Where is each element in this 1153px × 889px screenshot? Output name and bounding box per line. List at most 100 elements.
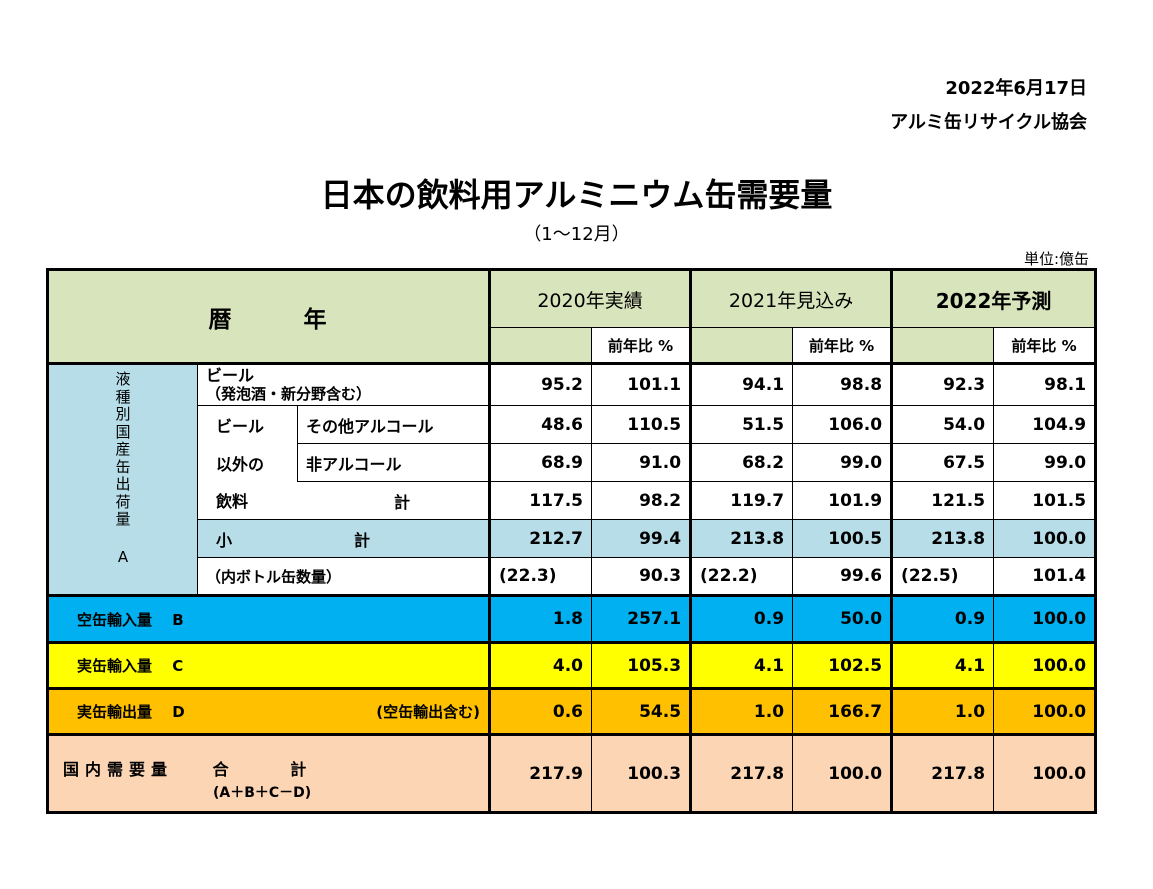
subtotal-label-1: 小 [197,519,298,558]
beer-2022-pct: 98.1 [993,362,1097,406]
pct-header-2020: 前年比 % [591,327,692,364]
table-row: 以外の 非アルコール 68.9 91.0 68.2 99.0 67.5 99.0 [48,443,1097,482]
import-empty-2022: 0.9 [890,594,995,643]
year-header-2022: 2022年予測 [890,269,1097,328]
non-alcohol-2020: 68.9 [488,443,593,482]
export-2021-pct: 166.7 [792,687,893,735]
year-label-cell: 暦年 [46,269,491,364]
year-header-2020: 2020年実績 [488,269,692,328]
side-label-char: 量 [115,510,131,528]
beer-2022: 92.3 [890,362,995,406]
side-label-char: 缶 [115,457,131,476]
other-alcohol-2022: 54.0 [890,405,995,444]
blank-header-2020 [488,327,593,364]
domestic-label-cell: 国内需要量 合 計 (A＋B＋C－D) [46,733,491,813]
nonbeer-total-2021: 119.7 [689,481,794,520]
nonbeer-total-2020-pct: 98.2 [591,481,692,520]
nonbeer-label-3: 飲料 [197,481,298,520]
domestic-2021: 217.8 [689,733,794,813]
import-empty-2020: 1.8 [488,594,593,643]
non-alcohol-2022-pct: 99.0 [993,443,1097,482]
export-label-cell: 実缶輸出量 D (空缶輸出含む) [46,687,491,735]
nonbeer-label-1: ビール [197,405,298,444]
other-alcohol-label: その他アルコール [296,405,491,444]
import-empty-label: 空缶輸入量 B [46,594,491,643]
import-full-2022-pct: 100.0 [993,641,1097,689]
table-row: 国内需要量 合 計 (A＋B＋C－D) 217.9 100.3 217.8 10… [46,733,1097,813]
table-row: 実缶輸入量 C 4.0 105.3 4.1 102.5 4.1 100.0 [46,641,1097,689]
subtotal-label-2: 計 [297,519,491,558]
table-row: ビール その他アルコール 48.6 110.5 51.5 106.0 54.0 … [48,405,1097,444]
table-row: （内ボトル缶数量） (22.3) 90.3 (22.2) 99.6 (22.5)… [48,557,1097,596]
beer-2020: 95.2 [488,362,593,406]
bottle-2020-pct: 90.3 [591,557,692,596]
beer-2021: 94.1 [689,362,794,406]
export-label: 実缶輸出量 D [77,703,185,721]
pct-header-2021: 前年比 % [792,327,893,364]
other-alcohol-2020: 48.6 [488,405,593,444]
non-alcohol-2021-pct: 99.0 [792,443,893,482]
export-2021: 1.0 [689,687,794,735]
subtotal-2021-pct: 100.5 [792,519,893,558]
period-subtitle: （1～12月） [523,224,630,245]
export-2022: 1.0 [890,687,995,735]
import-full-2021: 4.1 [689,641,794,689]
bottle-2020: (22.3) [488,557,593,596]
side-label-char: 種 [115,387,131,406]
other-alcohol-2022-pct: 104.9 [993,405,1097,444]
import-full-2022: 4.1 [890,641,995,689]
domestic-label-total-1: 合 [212,759,235,779]
import-full-2020: 4.0 [488,641,593,689]
table-row: 実缶輸出量 D (空缶輸出含む) 0.6 54.5 1.0 166.7 1.0 … [46,687,1097,735]
subtotal-2022-pct: 100.0 [993,519,1097,558]
domestic-2020-pct: 100.3 [591,733,692,813]
nonbeer-total-2020: 117.5 [488,481,593,520]
report-date: 2022年6月17日 [945,78,1087,99]
import-empty-2022-pct: 100.0 [993,594,1097,643]
header-row-years: 暦年 2020年実績 2021年見込み 2022年予測 [46,269,1097,364]
bottle-2022: (22.5) [890,557,995,596]
table-row: 空缶輸入量 B 1.8 257.1 0.9 50.0 0.9 100.0 [46,594,1097,643]
beer-label: ビール [206,366,255,385]
domestic-2022-pct: 100.0 [993,733,1097,813]
beer-2021-pct: 98.8 [792,362,893,406]
nonbeer-total-2022-pct: 101.5 [993,481,1097,520]
nonbeer-total-label: 計 [297,481,491,520]
subtotal-2022: 213.8 [890,519,995,558]
page-title: 日本の飲料用アルミニウム缶需要量 [320,176,833,214]
header-row-pct: 前年比 % 前年比 % 前年比 % [48,327,1097,364]
nonbeer-label-2: 以外の [197,443,298,482]
year-label-left: 暦 [208,306,234,333]
side-label-char: 産 [115,440,131,458]
domestic-2020: 217.9 [488,733,593,813]
other-alcohol-2021: 51.5 [689,405,794,444]
pct-header-2022: 前年比 % [993,327,1097,364]
bottle-label: （内ボトル缶数量） [196,557,491,596]
export-2020: 0.6 [488,687,593,735]
export-2020-pct: 54.5 [591,687,692,735]
side-label-char: 国 [115,422,131,441]
table-row: 飲料 計 117.5 98.2 119.7 101.9 121.5 101.5 [48,481,1097,520]
blank-header-2022 [890,327,995,364]
domestic-label: 国内需要量 [63,759,174,779]
non-alcohol-2020-pct: 91.0 [591,443,692,482]
beer-sub-label: （発泡酒・新分野含む） [206,385,372,403]
export-2022-pct: 100.0 [993,687,1097,735]
side-label-letter: A [117,547,129,566]
side-label-char: 出 [115,475,131,493]
side-label-char: 荷 [115,492,131,511]
demand-table: 暦年 2020年実績 2021年見込み 2022年予測 前年比 % 前年比 % … [46,268,1098,814]
nonbeer-total-2022: 121.5 [890,481,995,520]
nonbeer-total-2021-pct: 101.9 [792,481,893,520]
blank-header-2021 [689,327,794,364]
unit-label: 単位:億缶 [1023,250,1089,268]
other-alcohol-2021-pct: 106.0 [792,405,893,444]
export-note: (空缶輸出含む) [376,703,481,721]
organization-name: アルミ缶リサイクル協会 [890,112,1087,133]
import-empty-2021: 0.9 [689,594,794,643]
beer-2020-pct: 101.1 [591,362,692,406]
side-label-cell: 液 種 別 国 産 缶 出 荷 量 A [47,362,198,596]
bottle-2022-pct: 101.4 [993,557,1097,596]
import-full-label: 実缶輸入量 C [46,641,491,689]
domestic-label-total-2: 計 [290,759,313,779]
